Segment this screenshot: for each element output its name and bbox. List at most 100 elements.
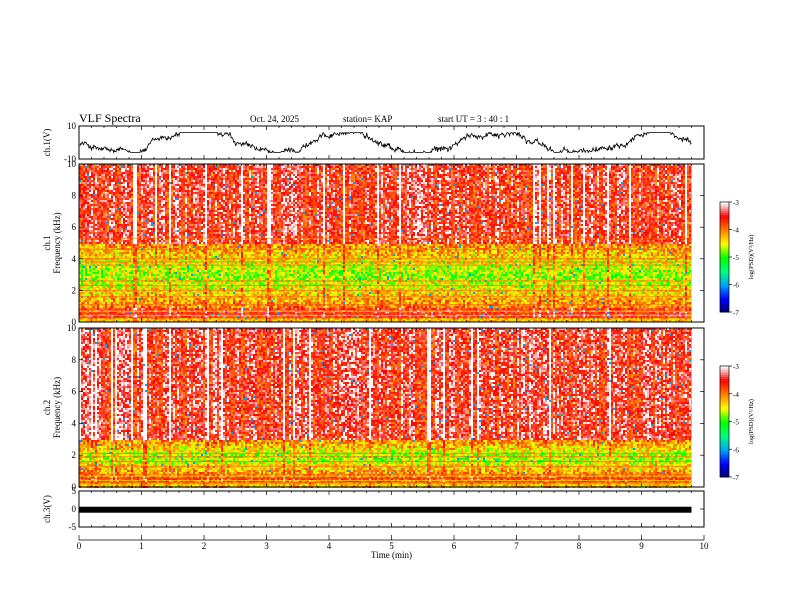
spectrogram-cell: [135, 168, 137, 170]
spectrogram-cell: [541, 166, 543, 168]
spectrogram-cell: [627, 166, 629, 168]
spectrogram-cell: [403, 166, 405, 168]
spectrogram-cell: [183, 168, 185, 170]
spectrogram-cell: [181, 168, 183, 170]
spectrogram-cell: [113, 168, 115, 170]
spectrogram-cell: [263, 168, 265, 170]
spectrogram-cell: [225, 166, 227, 168]
spectrogram-cell: [81, 166, 83, 168]
spectrogram-cell: [511, 166, 513, 168]
spectrogram-cell: [601, 166, 603, 168]
spectrogram-cell: [143, 166, 145, 168]
spectrogram-cell: [263, 166, 265, 168]
spectrogram-cell: [417, 168, 419, 170]
spectrogram-cell: [155, 168, 157, 170]
spectrogram-cell: [531, 166, 533, 168]
spectrogram-cell: [551, 166, 553, 168]
spectrogram-cell: [609, 166, 611, 168]
spectrogram-cell: [95, 168, 97, 170]
spectrogram-cell: [89, 166, 91, 168]
spectrogram-cell: [165, 168, 167, 170]
spectrogram-cell: [385, 168, 387, 170]
spectrogram-cell: [413, 166, 415, 168]
spectrogram-cell: [137, 166, 139, 168]
spectrogram-cell: [113, 166, 115, 168]
spectrogram-cell: [115, 168, 117, 170]
spectrogram-cell: [377, 168, 379, 170]
spectrogram-cell: [525, 166, 527, 168]
spectrogram-cell: [629, 166, 631, 168]
spectrogram-cell: [429, 168, 431, 170]
spectrogram-cell: [93, 166, 95, 168]
spectrogram-cell: [455, 166, 457, 168]
spectrogram-cell: [563, 166, 565, 168]
spectrogram-cell: [289, 166, 291, 168]
spectrogram-cell: [187, 168, 189, 170]
spectrogram-cell: [427, 168, 429, 170]
spectrogram-cell: [363, 168, 365, 170]
spectrogram-cell: [495, 166, 497, 168]
spectrogram-cell: [103, 168, 105, 170]
spectrogram-cell: [153, 168, 155, 170]
spectrogram-cell: [233, 166, 235, 168]
spectrogram-cell: [467, 166, 469, 168]
spectrogram-cell: [95, 166, 97, 168]
spectrogram-cell: [685, 166, 687, 168]
spectrogram-cell: [409, 166, 411, 168]
spectrogram-cell: [335, 168, 337, 170]
spectrogram-cell: [405, 168, 407, 170]
spectrogram-cell: [207, 168, 209, 170]
spectrogram-cell: [375, 168, 377, 170]
spectrogram-cell: [607, 166, 609, 168]
spectrogram-cell: [305, 168, 307, 170]
spectrogram-cell: [655, 166, 657, 168]
spectrogram-cell: [553, 166, 555, 168]
spectrogram-cell: [593, 166, 595, 168]
spectrogram-cell: [231, 166, 233, 168]
spectrogram-cell: [415, 168, 417, 170]
spectrogram-cell: [643, 166, 645, 168]
spectrogram-cell: [447, 166, 449, 168]
spectrogram-cell: [371, 166, 373, 168]
spectrogram-cell: [543, 166, 545, 168]
spectrogram-cell: [237, 166, 239, 168]
spectrogram-cell: [393, 168, 395, 170]
spectrogram-cell: [293, 168, 295, 170]
spectrogram-cell: [687, 166, 689, 168]
spectrogram-cell: [387, 166, 389, 168]
spectrogram-cell: [97, 168, 99, 170]
spectrogram-cell: [435, 166, 437, 168]
spectrogram-cell: [425, 168, 427, 170]
spectrogram-cell: [507, 166, 509, 168]
spectrogram-cell: [459, 166, 461, 168]
spectrogram-cell: [269, 168, 271, 170]
spectrogram-cell: [249, 166, 251, 168]
spectrogram-cell: [205, 168, 207, 170]
spectrogram-cell: [521, 166, 523, 168]
spectrogram-cell: [241, 166, 243, 168]
spectrogram-cell: [201, 166, 203, 168]
spectrogram-cell: [477, 166, 479, 168]
spectrogram-cell: [375, 166, 377, 168]
spectrogram-cell: [513, 166, 515, 168]
spectrogram-cell: [185, 166, 187, 168]
spectrogram-cell: [439, 166, 441, 168]
spectrogram-cell: [239, 166, 241, 168]
spectrogram-cell: [333, 168, 335, 170]
spectrogram-cell: [193, 166, 195, 168]
spectrogram-cell: [257, 168, 259, 170]
spectrogram-cell: [435, 168, 437, 170]
spectrogram-cell: [275, 168, 277, 170]
spectrogram-cell: [359, 168, 361, 170]
spectrogram-cell: [411, 166, 413, 168]
spectrogram-cell: [323, 168, 325, 170]
spectrogram-cell: [653, 166, 655, 168]
spectrogram-cell: [357, 166, 359, 168]
spectrogram-cell: [561, 166, 563, 168]
spectrogram-cell: [205, 166, 207, 168]
spectrogram-cell: [261, 166, 263, 168]
spectrogram-cell: [491, 166, 493, 168]
spectrogram-cell: [595, 166, 597, 168]
spectrogram-cell: [547, 166, 549, 168]
chart-canvas: 10-10ch.1(V)0246810ch.1 Frequency (kHz)-3…: [0, 0, 792, 612]
